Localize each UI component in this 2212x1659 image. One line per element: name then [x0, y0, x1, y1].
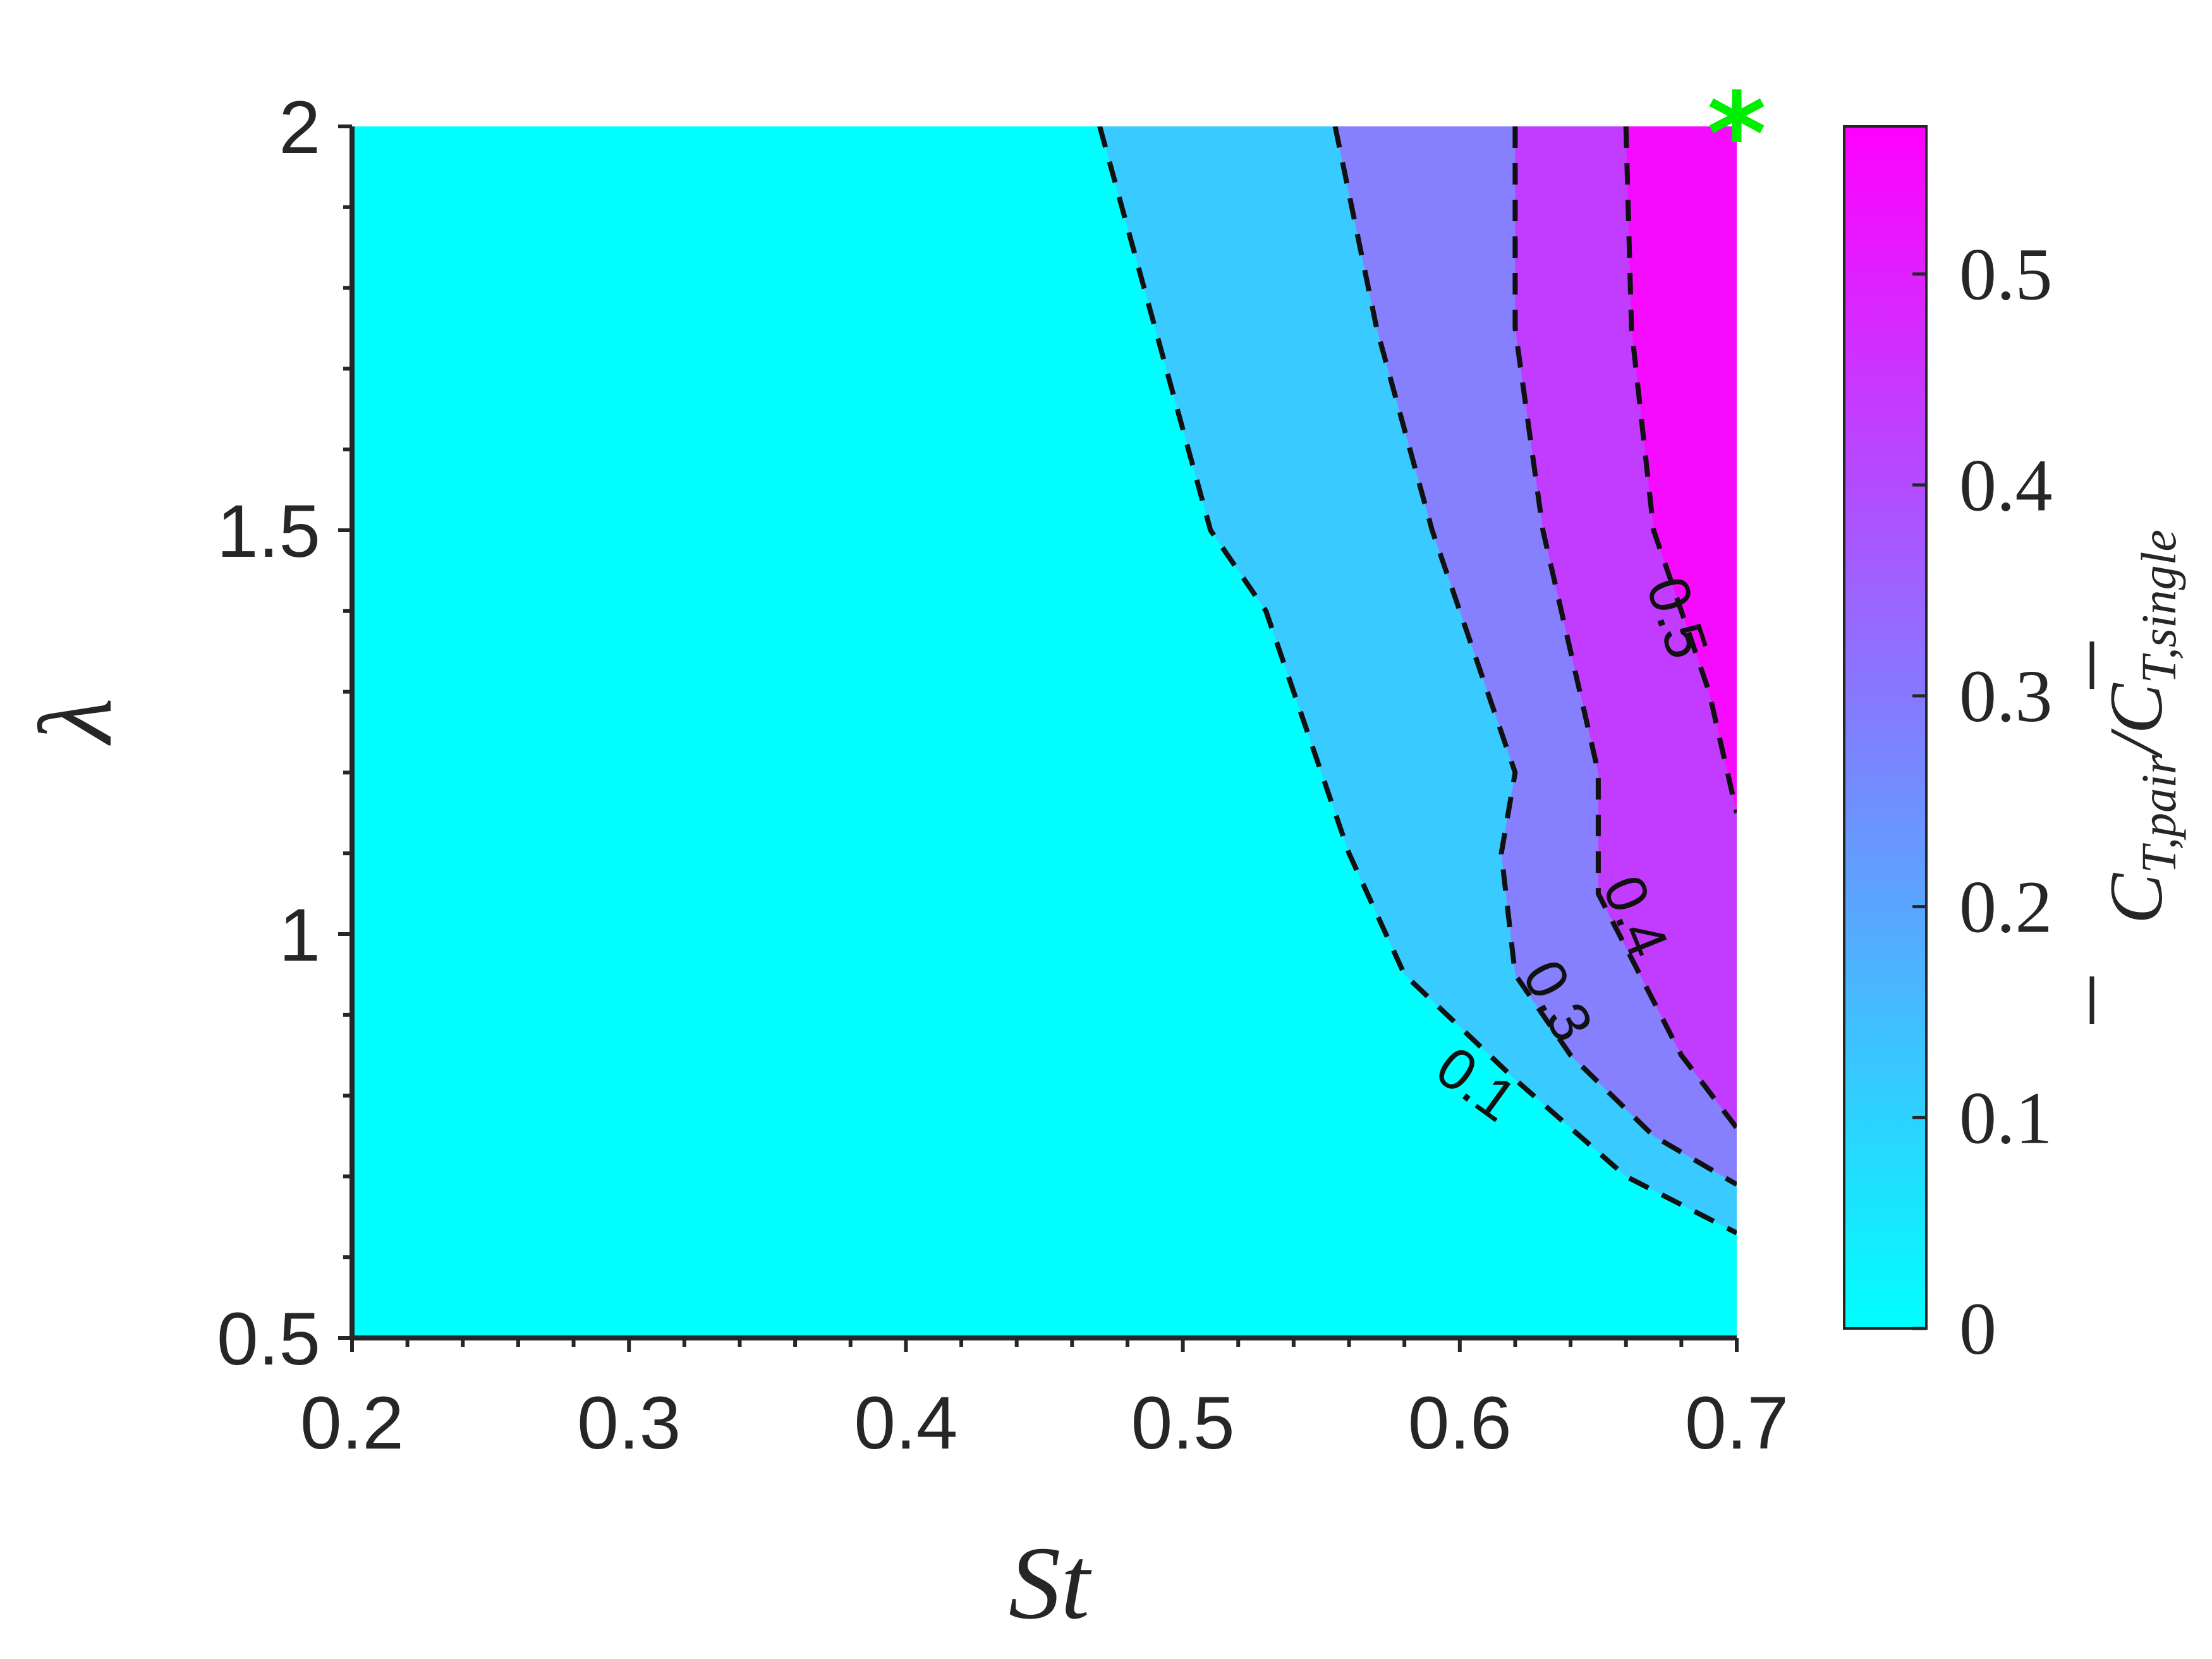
- contour-line-0.3: [1332, 126, 1737, 1187]
- colorbar-label: CT,pair/CT,single: [2094, 530, 2186, 924]
- colorbar: 0 0.1 0.2 0.3 0.4 0.5 CT,pair/CT,single: [1843, 125, 2186, 1370]
- colorbar-gradient: [1843, 125, 1928, 1330]
- x-axis-label: St: [1009, 1525, 1093, 1641]
- colorbar-tick-label: 0.3: [1959, 655, 2053, 738]
- colorbar-label-c2: C: [2094, 682, 2178, 734]
- contour-line-0.4: [1512, 126, 1737, 1130]
- colorbar-tick-label: 0: [1959, 1287, 1996, 1370]
- colorbar-tick-label: 0.5: [1959, 233, 2053, 316]
- colorbar-tick-label: 0.2: [1959, 866, 2053, 949]
- colorbar-label-c1: C: [2094, 872, 2178, 924]
- zone-above-0.5: [1626, 126, 1737, 813]
- y-ticks: 0.5 1 1.5 2: [217, 86, 352, 1381]
- x-tick-label: 0.5: [1131, 1382, 1235, 1465]
- contour-line-0.1: [1097, 126, 1737, 1236]
- x-ticks: 0.2 0.3 0.4 0.5 0.6 0.7: [300, 1338, 1789, 1465]
- y-tick-label: 2: [279, 86, 320, 169]
- contour-line-0.5: [1623, 126, 1737, 814]
- colorbar-tick-label: 0.1: [1959, 1076, 2053, 1159]
- colorbar-label-sub1: T,pair: [2131, 755, 2186, 873]
- y-axis-label: λ: [18, 698, 133, 746]
- x-tick-label: 0.3: [577, 1382, 681, 1465]
- y-tick-label: 0.5: [217, 1297, 320, 1381]
- y-tick-label: 1.5: [217, 490, 320, 573]
- x-tick-label: 0.6: [1408, 1382, 1512, 1465]
- x-tick-label: 0.7: [1685, 1382, 1789, 1465]
- colorbar-tick-label: 0.4: [1959, 444, 2053, 526]
- y-tick-label: 1: [279, 894, 320, 977]
- optimum-marker: *: [1707, 69, 1766, 201]
- colorbar-label-sub2: T,single: [2131, 530, 2186, 683]
- colorbar-ticks: 0 0.1 0.2 0.3 0.4 0.5: [1912, 233, 2053, 1370]
- x-tick-label: 0.2: [300, 1382, 404, 1465]
- x-tick-label: 0.4: [854, 1382, 957, 1465]
- axes: [349, 126, 1737, 1340]
- contour-lines: [1097, 126, 1737, 1236]
- heatmap-field: [352, 126, 1737, 1338]
